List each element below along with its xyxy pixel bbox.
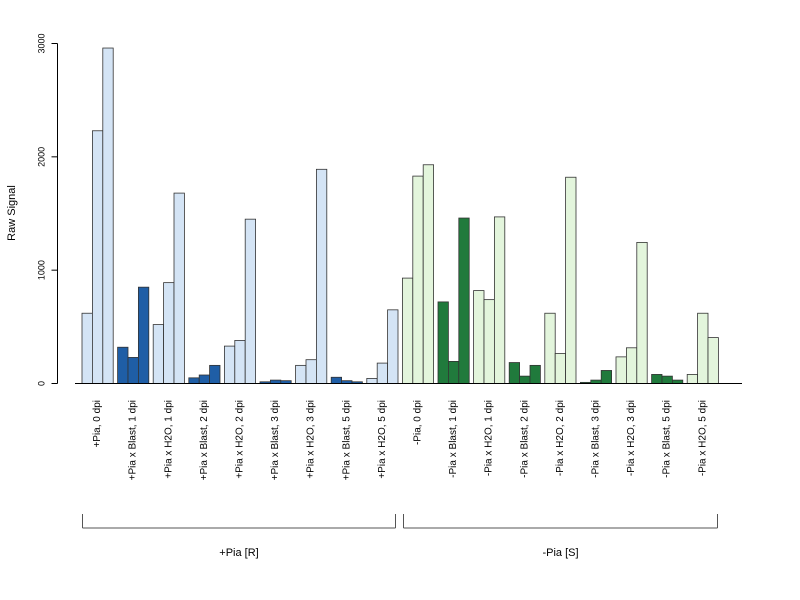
bar [651, 374, 663, 384]
bar [483, 299, 495, 384]
category-label: -Pia x Blast, 3 dpi [591, 400, 602, 478]
category-label: -Pia x H2O, 1 dpi [484, 400, 495, 476]
category-labels: +Pia, 0 dpi +Pia x Blast, 1 dpi +Pia x H2O… [92, 400, 708, 480]
bar [544, 312, 556, 384]
bar [295, 364, 307, 384]
category-label: -Pia x H2O, 2 dpi [555, 400, 566, 476]
category-label: -Pia x Blast, 5 dpi [662, 400, 673, 478]
bar [102, 47, 114, 384]
bar [519, 375, 531, 384]
bar [458, 217, 470, 384]
bar [127, 357, 139, 384]
bar [401, 277, 414, 384]
bar [163, 282, 175, 384]
bar [615, 356, 627, 384]
bar [493, 216, 506, 384]
bar [626, 347, 638, 384]
bar [305, 359, 317, 384]
category-label: -Pia, 0 dpi [413, 400, 424, 445]
bar [600, 370, 613, 384]
bar [81, 312, 93, 384]
bar [117, 346, 129, 384]
bar [137, 286, 150, 384]
category-label: +Pia, 0 dpi [92, 400, 103, 448]
category-label: -Pia x Blast, 2 dpi [519, 400, 530, 478]
bar [636, 241, 648, 384]
bar [387, 309, 399, 384]
y-axis: 0 1000 2000 3000 [37, 33, 58, 386]
bar [173, 192, 185, 384]
category-label: -Pia x Blast, 1 dpi [448, 400, 459, 478]
bar [92, 130, 104, 384]
y-tick-label: 2000 [37, 147, 47, 167]
bar [188, 377, 200, 384]
bar [223, 345, 236, 384]
category-label: +Pia x H2O, 5 dpi [377, 400, 388, 479]
bar [234, 340, 246, 384]
bar [447, 360, 460, 384]
bar [152, 324, 164, 384]
y-tick-label: 3000 [37, 33, 47, 53]
category-label: +Pia x H2O, 3 dpi [306, 400, 317, 479]
group-brackets: +Pia [R] -Pia [S] [82, 514, 718, 559]
bar [315, 168, 328, 384]
category-label: +Pia x Blast, 3 dpi [270, 400, 281, 480]
bar [244, 218, 256, 384]
category-label: +Pia x Blast, 5 dpi [341, 400, 352, 480]
bar [198, 374, 210, 384]
bar [376, 362, 389, 384]
group-label: -Pia [S] [542, 547, 578, 559]
bar [565, 176, 577, 384]
category-label: +Pia x Blast, 2 dpi [199, 400, 210, 480]
category-label: +Pia x Blast, 1 dpi [128, 400, 139, 480]
category-label: -Pia x H2O, 3 dpi [626, 400, 637, 476]
bar [269, 379, 282, 384]
bar [554, 353, 567, 384]
bar [590, 379, 602, 384]
bar [437, 301, 449, 384]
category-label: -Pia x H2O, 5 dpi [697, 400, 708, 476]
bar [686, 374, 699, 384]
bar [672, 379, 684, 384]
bar [529, 364, 541, 384]
group-label: +Pia [R] [219, 547, 258, 559]
bars [81, 47, 719, 384]
bar [412, 175, 424, 384]
bar [707, 337, 719, 384]
bar [366, 377, 378, 384]
y-axis-title: Raw Signal [6, 185, 18, 241]
category-label: +Pia x H2O, 1 dpi [163, 400, 174, 479]
bar [697, 312, 709, 384]
bar [473, 290, 485, 384]
bar [422, 164, 435, 384]
bar [330, 376, 343, 384]
category-label: +Pia x H2O, 2 dpi [235, 400, 246, 479]
bar [661, 375, 673, 384]
bar [508, 362, 521, 384]
y-tick-label: 0 [37, 381, 47, 386]
y-tick-label: 1000 [37, 260, 47, 280]
bar [209, 364, 221, 384]
